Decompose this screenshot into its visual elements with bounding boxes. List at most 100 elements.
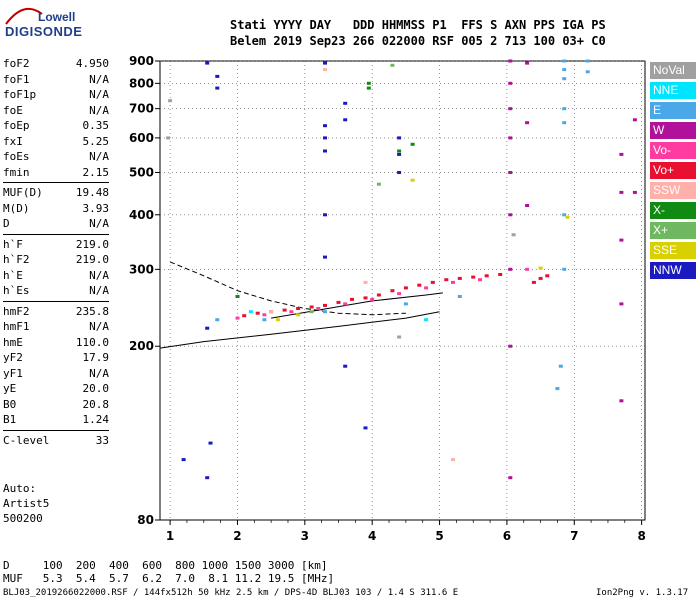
param-key: h`Es (3, 284, 30, 297)
param-value: 20.0 (82, 382, 110, 395)
x-tick-label: 5 (435, 529, 443, 543)
legend-item-x: X- (650, 202, 696, 219)
echo-point (511, 233, 516, 237)
legend-item-ssw: SSW (650, 182, 696, 199)
echo-point (562, 121, 567, 125)
echo-point (289, 310, 294, 314)
y-tick-label: 600 (129, 131, 154, 145)
echo-point (390, 63, 395, 67)
echo-point (205, 61, 210, 65)
param-value: 17.9 (82, 351, 110, 364)
echo-point (323, 255, 327, 259)
echo-point (498, 273, 503, 276)
echo-point (451, 458, 455, 462)
legend-item-sse: SSE (650, 242, 696, 259)
param-row: foF1 N/A (3, 72, 109, 88)
param-value: N/A (89, 103, 109, 117)
param-value: 219.0 (75, 253, 109, 266)
echo-point (205, 326, 210, 330)
echo-point (451, 280, 455, 284)
echo-point (390, 289, 395, 293)
param-row: yF1 N/A (3, 366, 109, 382)
param-row: h`F 219.0 (3, 237, 109, 253)
echo-point (525, 267, 530, 271)
param-value: 5.25 (82, 134, 110, 148)
x-tick-label: 2 (233, 529, 241, 543)
param-key: foF2 (3, 57, 30, 70)
y-tick-label: 80 (137, 513, 154, 527)
legend-item-x: X+ (650, 222, 696, 239)
param-value: N/A (89, 217, 109, 230)
swoosh-logo-icon (5, 7, 43, 25)
footer-file-info: BLJ03_2019266022000.RSF / 144fx512h 50 k… (3, 588, 459, 598)
param-row: hmF1 N/A (3, 319, 109, 335)
echo-point (397, 335, 402, 339)
param-key: h`E (3, 268, 23, 282)
param-value: 20.8 (82, 397, 110, 411)
legend-item-vo: Vo+ (650, 162, 696, 179)
echo-point (444, 278, 449, 282)
param-value: 3.93 (82, 201, 110, 215)
echo-point (208, 441, 213, 445)
echo-point (538, 276, 543, 280)
echo-point (403, 286, 408, 290)
param-row: B1 1.24 (3, 412, 109, 428)
param-key: B1 (3, 413, 17, 426)
echo-point (376, 182, 381, 186)
param-key: fmin (3, 165, 30, 179)
echo-point (181, 458, 186, 462)
param-key: B0 (3, 397, 17, 411)
echo-point (424, 318, 429, 322)
echo-point (366, 81, 371, 85)
param-value: N/A (89, 268, 109, 282)
y-tick-label: 800 (129, 76, 154, 90)
legend-item-e: E (650, 102, 696, 119)
echo-point (323, 68, 327, 72)
echo-point (508, 213, 513, 217)
echo-point (376, 293, 381, 297)
param-key: C-level (3, 433, 50, 447)
echo-point (323, 124, 327, 128)
param-value: N/A (89, 320, 109, 333)
param-value: 1.24 (82, 413, 110, 426)
echo-point (558, 364, 563, 368)
x-tick-label: 7 (570, 529, 578, 543)
echo-point (350, 297, 354, 301)
param-key: hmF2 (3, 304, 30, 318)
param-key: MUF(D) (3, 186, 43, 199)
echo-point (632, 118, 637, 122)
legend-item-nnw: NNW (650, 262, 696, 279)
echo-point (478, 278, 482, 282)
echo-point (538, 266, 543, 270)
param-row: foF2 4.950 (3, 56, 109, 72)
x-tick-label: 1 (166, 529, 174, 543)
echo-point (585, 59, 590, 63)
echo-point (323, 136, 327, 140)
param-separator (3, 233, 109, 235)
echo-point (262, 313, 267, 317)
param-separator (3, 182, 109, 183)
param-row: B0 20.8 (3, 397, 109, 413)
param-key: D (3, 217, 10, 230)
echo-point (417, 283, 422, 287)
auto-name: Artist5 (3, 497, 50, 510)
echo-point (430, 280, 435, 284)
echo-point (397, 149, 402, 153)
echo-point (296, 307, 301, 310)
echo-point (508, 267, 513, 271)
echo-point (525, 204, 530, 207)
echo-point (168, 99, 173, 103)
param-row: foEp 0.35 (3, 118, 109, 134)
auto-label: Auto: (3, 482, 37, 495)
y-tick-label: 400 (129, 208, 154, 222)
auto-version: 500200 (3, 512, 43, 525)
echo-point (619, 190, 624, 194)
param-value: N/A (89, 284, 109, 297)
echo-point (215, 86, 220, 90)
echo-point (215, 74, 220, 78)
param-value: 235.8 (75, 304, 109, 318)
echo-point (508, 59, 513, 63)
param-row: fxI 5.25 (3, 134, 109, 150)
param-separator (3, 429, 109, 431)
